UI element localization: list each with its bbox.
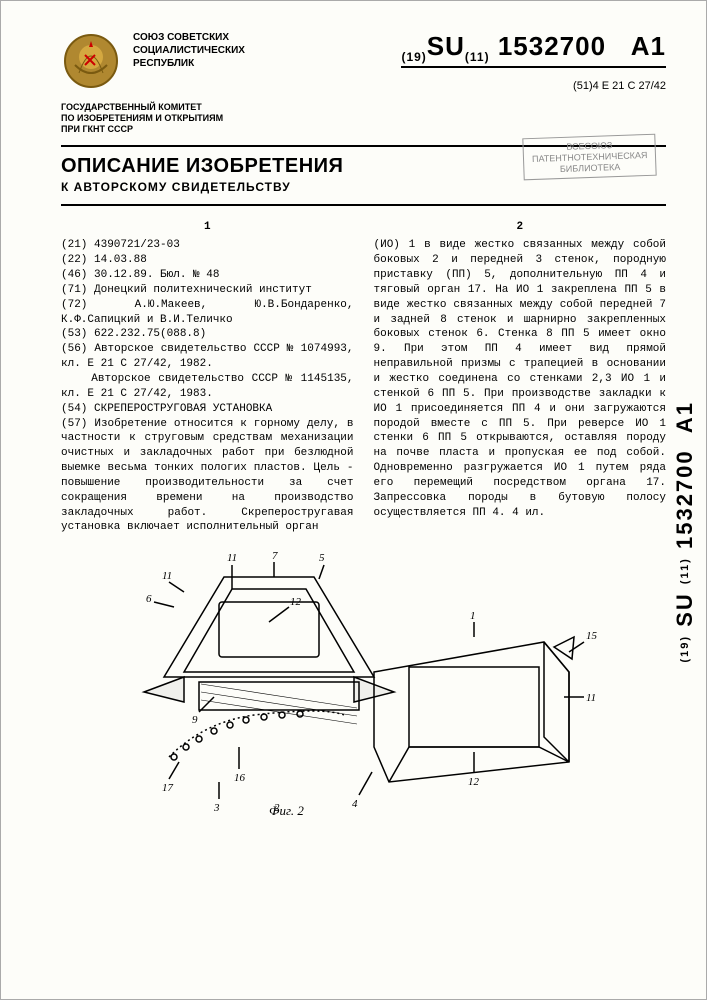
ipc-classification: (51)4 E 21 C 27/42	[401, 80, 666, 92]
column-text: (21) 4390721/23-03 (22) 14.03.88 (46) 30…	[61, 238, 354, 535]
svg-text:5: 5	[319, 552, 325, 564]
side-num: 1532700	[672, 449, 697, 549]
svg-text:1: 1	[470, 610, 476, 622]
svg-text:11: 11	[162, 570, 172, 582]
svg-text:9: 9	[192, 714, 198, 726]
issuer-block: СОЮЗ СОВЕТСКИХ СОЦИАЛИСТИЧЕСКИХ РЕСПУБЛИ…	[133, 31, 245, 70]
ussr-emblem-icon	[61, 31, 121, 91]
column-right: 2 (ИО) 1 в виде жестко связанных между с…	[374, 220, 667, 536]
issuer-line: СОЦИАЛИСТИЧЕСКИХ	[133, 44, 245, 57]
pub-prefix: (19)	[401, 50, 426, 64]
committee-block: ГОСУДАРСТВЕННЫЙ КОМИТЕТ ПО ИЗОБРЕТЕНИЯМ …	[61, 102, 666, 134]
column-text: (ИО) 1 в виде жестко связанных между соб…	[374, 238, 667, 520]
side-prefix: (19)	[679, 635, 691, 663]
text-columns: 1 (21) 4390721/23-03 (22) 14.03.88 (46) …	[61, 220, 666, 536]
issuer-line: РЕСПУБЛИК	[133, 57, 245, 70]
pub-midfix: (11)	[465, 50, 490, 64]
issuer-line: СОЮЗ СОВЕТСКИХ	[133, 31, 245, 44]
side-kind: A1	[672, 401, 697, 433]
svg-text:12: 12	[468, 776, 480, 788]
column-number: 2	[374, 220, 667, 235]
committee-line: ПРИ ГКНТ СССР	[61, 124, 666, 135]
committee-line: ПО ИЗОБРЕТЕНИЯМ И ОТКРЫТИЯМ	[61, 113, 666, 124]
technical-drawing: 7 5 11 11 6 12 9 16 17 3 4 1 15 11 12 2 …	[124, 547, 604, 817]
svg-text:11: 11	[586, 692, 596, 704]
patent-page: СОЮЗ СОВЕТСКИХ СОЦИАЛИСТИЧЕСКИХ РЕСПУБЛИ…	[0, 0, 707, 1000]
svg-text:3: 3	[213, 802, 220, 814]
committee-line: ГОСУДАРСТВЕННЫЙ КОМИТЕТ	[61, 102, 666, 113]
svg-text:12: 12	[290, 596, 302, 608]
pub-kind: A1	[631, 31, 666, 61]
svg-text:17: 17	[162, 782, 174, 794]
svg-text:6: 6	[146, 593, 152, 605]
side-cc: SU	[672, 592, 697, 627]
column-number: 1	[61, 220, 354, 235]
side-midfix: (11)	[679, 557, 691, 584]
divider-line	[61, 204, 666, 206]
document-subtitle: К АВТОРСКОМУ СВИДЕТЕЛЬСТВУ	[61, 180, 666, 194]
svg-text:4: 4	[352, 798, 358, 810]
svg-text:11: 11	[227, 552, 237, 564]
pub-number: 1532700	[498, 31, 606, 61]
svg-text:16: 16	[234, 772, 246, 784]
library-stamp: ВСЕСОЮЗ ПАТЕНТНОТЕХНИЧЕСКАЯ БИБЛИОТЕКА	[522, 134, 657, 181]
pub-country: SU	[427, 31, 465, 61]
svg-text:7: 7	[272, 550, 278, 562]
svg-text:15: 15	[586, 630, 598, 642]
figure-caption: Фиг. 2	[269, 803, 304, 817]
column-left: 1 (21) 4390721/23-03 (22) 14.03.88 (46) …	[61, 220, 354, 536]
figure-area: 7 5 11 11 6 12 9 16 17 3 4 1 15 11 12 2 …	[61, 547, 666, 822]
header-row: СОЮЗ СОВЕТСКИХ СОЦИАЛИСТИЧЕСКИХ РЕСПУБЛИ…	[61, 31, 666, 92]
publication-number-block: (19)SU(11) 1532700 A1 (51)4 E 21 C 27/42	[401, 31, 666, 92]
side-publication-number: (19) SU (11) 1532700 A1	[672, 401, 698, 662]
